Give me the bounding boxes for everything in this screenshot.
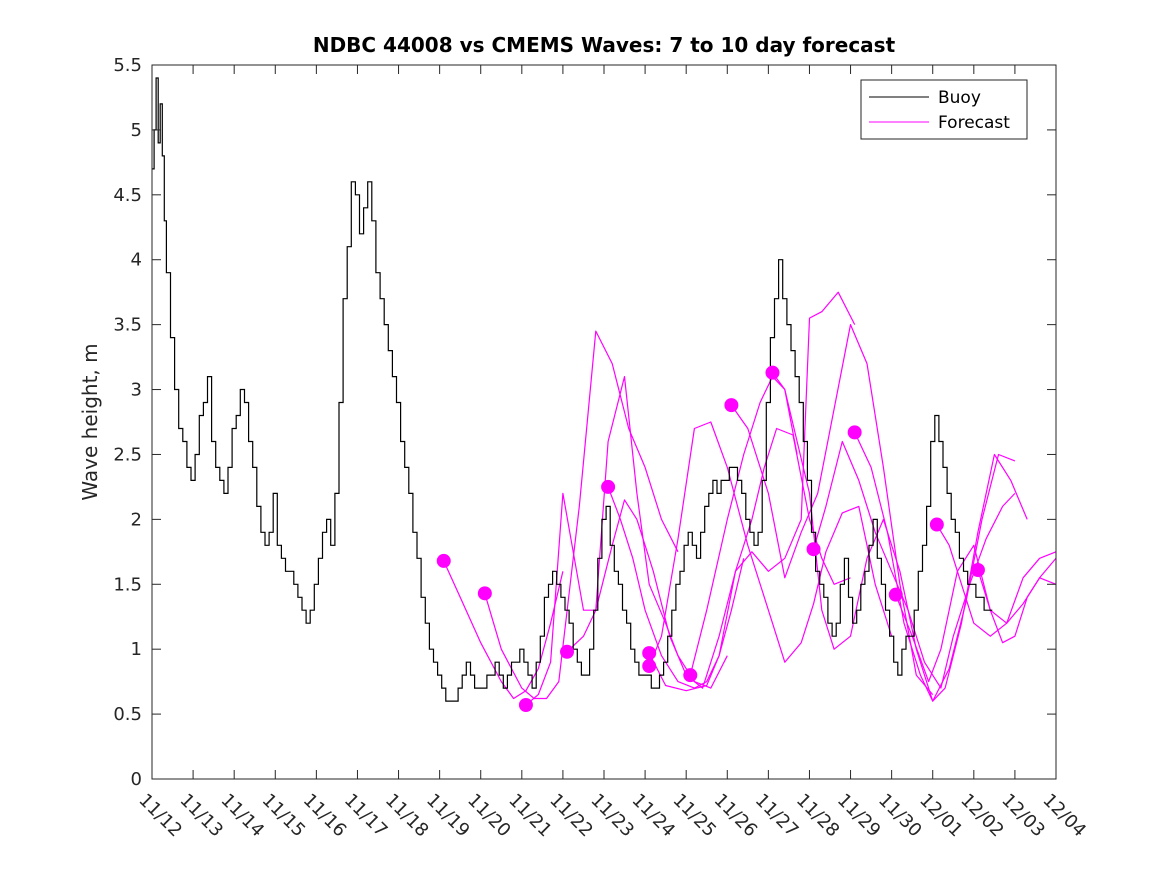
buoy-series: [152, 77, 993, 702]
forecast-start-marker: [642, 659, 657, 674]
y-axis: 0 0.5 1 1.5 2 2.5 3 3.5 4 4.5 5 5.5: [113, 55, 1056, 790]
forecast-lines: [443, 291, 1057, 706]
forecast-start-marker: [477, 586, 492, 601]
forecast-line: [566, 427, 851, 689]
forecast-start-marker: [765, 365, 780, 380]
forecast-start-marker: [888, 587, 903, 602]
forecast-start-marker: [436, 553, 451, 568]
legend-box: [860, 79, 1028, 140]
forecast-line: [813, 440, 1016, 689]
y-tick-label: 3: [131, 380, 142, 401]
forecast-start-marker: [806, 542, 821, 557]
chart-title: NDBC 44008 vs CMEMS Waves: 7 to 10 day f…: [313, 33, 896, 57]
forecast-start-marker: [518, 698, 533, 713]
forecast-start-marker: [683, 668, 698, 683]
y-tick-label: 2: [131, 509, 142, 530]
y-tick-label: 2.5: [113, 444, 142, 465]
y-tick-label: 1.5: [113, 574, 142, 595]
forecast-line: [730, 324, 934, 695]
buoy-line: [152, 77, 993, 702]
forecast-line: [607, 486, 745, 689]
forecast-start-marker: [970, 562, 985, 577]
y-tick-label: 3.5: [113, 315, 142, 336]
y-tick-label: 1: [131, 639, 142, 660]
forecast-start-marker: [929, 517, 944, 532]
y-tick-label: 4: [131, 250, 142, 271]
forecast-markers: [436, 365, 985, 713]
legend-buoy-label: Buoy: [938, 88, 981, 108]
forecast-start-marker: [601, 479, 616, 494]
y-tick-label: 0.5: [113, 704, 142, 725]
plot-area: [152, 65, 1056, 779]
legend-forecast-label: Forecast: [938, 113, 1010, 133]
forecast-start-marker: [724, 398, 739, 413]
forecast-line: [648, 291, 856, 692]
forecast-line: [772, 372, 1016, 702]
forecast-line: [648, 421, 893, 667]
y-axis-label: Wave height, m: [78, 343, 102, 500]
y-tick-label: 5.5: [113, 55, 142, 76]
forecast-line: [936, 524, 1057, 637]
forecast-line: [854, 432, 1028, 702]
forecast-start-marker: [560, 644, 575, 659]
y-tick-label: 5: [131, 120, 142, 141]
forecast-start-marker: [847, 425, 862, 440]
forecast-start-marker: [642, 646, 657, 661]
legend: Buoy Forecast: [860, 79, 1028, 140]
forecast-line: [443, 560, 564, 700]
y-tick-label: 0: [131, 769, 142, 790]
y-tick-label: 4.5: [113, 185, 142, 206]
forecast-line: [484, 330, 679, 700]
